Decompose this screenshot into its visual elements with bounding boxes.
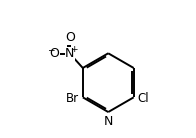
Text: O: O bbox=[49, 47, 59, 60]
Text: Cl: Cl bbox=[137, 91, 149, 104]
Text: N: N bbox=[103, 115, 113, 128]
Text: O: O bbox=[65, 31, 75, 44]
Text: −: − bbox=[46, 45, 54, 54]
Text: +: + bbox=[70, 45, 78, 54]
Text: Br: Br bbox=[66, 91, 79, 104]
Text: N: N bbox=[65, 47, 74, 60]
